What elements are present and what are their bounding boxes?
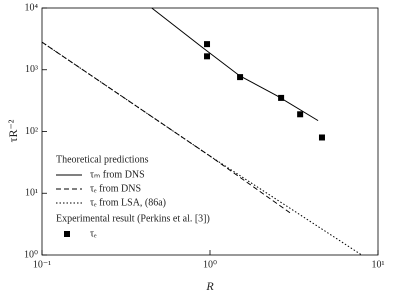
data-point — [204, 41, 211, 48]
legend-heading: Theoretical predictions — [56, 154, 149, 165]
legend-label: τₘ from DNS — [90, 169, 145, 180]
x-tick-label: 10⁻¹ — [33, 259, 51, 270]
legend-label: τₑ from LSA, (86a) — [90, 197, 166, 208]
y-tick-label: 10¹ — [25, 188, 38, 199]
data-point — [204, 53, 211, 60]
series-line — [41, 41, 362, 256]
legend-label: τₑ from DNS — [90, 183, 141, 194]
x-tick-label: 10⁰ — [203, 259, 217, 270]
data-point — [237, 74, 244, 81]
x-tick-label: 10¹ — [372, 259, 385, 270]
y-tick-label: 10² — [25, 126, 38, 137]
y-tick-label: 10⁴ — [25, 2, 39, 13]
data-point — [318, 134, 325, 141]
data-point — [297, 111, 304, 118]
series-line — [151, 7, 319, 122]
y-tick-label: 10³ — [25, 64, 38, 75]
legend-label: τₑ — [90, 228, 97, 239]
y-axis-label: τR⁻² — [6, 119, 20, 142]
series-line — [41, 41, 291, 214]
legend-heading: Experimental result (Perkins et al. [3]) — [56, 213, 210, 224]
x-axis-label: R — [205, 279, 214, 293]
data-point — [278, 94, 285, 101]
y-tick-label: 10⁰ — [24, 249, 38, 260]
legend-marker — [64, 231, 70, 237]
